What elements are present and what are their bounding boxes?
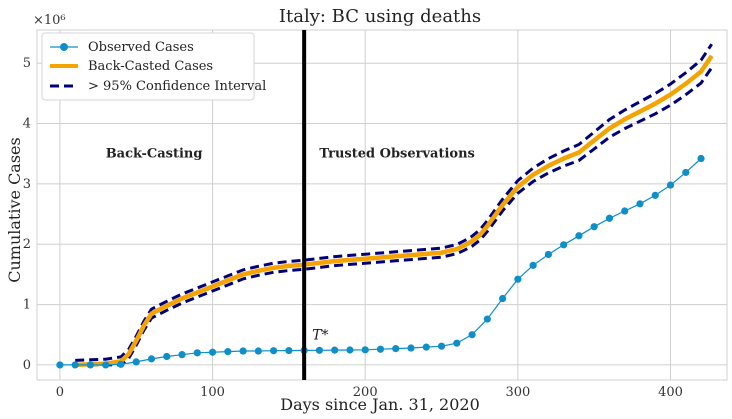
observed-point xyxy=(71,361,79,369)
observed-point xyxy=(208,348,217,356)
tick-layer: 0 100 200 300 400 0 1 2 3 4 5 xyxy=(23,56,683,400)
observed-point xyxy=(270,347,278,355)
observed-point xyxy=(132,358,140,366)
y-tick-label: 3 xyxy=(23,177,31,192)
tstar-label: T* xyxy=(312,328,328,344)
observed-point xyxy=(453,339,461,347)
y-axis-title: Cumulative Cases xyxy=(5,137,24,283)
observed-point xyxy=(560,241,568,249)
y-tick-label: 0 xyxy=(23,358,31,373)
x-tick-label: 100 xyxy=(200,385,225,400)
y-tick-label: 1 xyxy=(23,298,31,313)
x-tick-label: 300 xyxy=(505,385,530,400)
y-multiplier-label: ×10⁶ xyxy=(33,13,66,28)
legend-box xyxy=(41,32,255,101)
observed-point xyxy=(544,250,552,259)
y-tick-label: 5 xyxy=(23,56,31,71)
observed-point xyxy=(437,342,446,350)
backcasted-layer xyxy=(75,54,714,368)
observed-point xyxy=(605,214,614,222)
observed-point xyxy=(117,360,125,368)
observed-point xyxy=(575,232,583,240)
observed-point xyxy=(498,294,507,303)
observed-point xyxy=(86,361,95,369)
confidence-interval-layer xyxy=(75,43,713,367)
observed-point xyxy=(697,154,705,163)
observed-point xyxy=(239,347,247,355)
observed-point xyxy=(178,351,186,359)
observed-point xyxy=(483,315,491,323)
observed-point xyxy=(666,181,675,189)
legend-ci-label: > 95% Confidence Interval xyxy=(88,79,266,94)
observed-point xyxy=(529,261,537,269)
observed-point xyxy=(193,349,201,357)
observed-point xyxy=(407,344,415,352)
observed-point xyxy=(682,168,690,177)
observed-point xyxy=(254,347,262,355)
observed-point xyxy=(468,331,476,339)
observed-point xyxy=(224,348,232,356)
y-tick-label: 2 xyxy=(23,237,31,252)
observed-point xyxy=(590,223,598,231)
observed-point xyxy=(636,200,644,208)
plot-frame xyxy=(36,29,728,381)
ci-upper-line xyxy=(75,43,713,362)
ci-lower-line xyxy=(75,66,713,367)
observed-layer xyxy=(56,154,705,369)
tstar-layer: T* xyxy=(302,30,328,380)
observed-point xyxy=(346,346,354,354)
backcasted-line xyxy=(75,54,714,368)
legend-backcasted-label: Back-Casted Cases xyxy=(88,59,213,74)
x-tick-label: 400 xyxy=(658,385,683,400)
observed-point xyxy=(163,352,171,361)
x-axis-title: Days since Jan. 31, 2020 xyxy=(280,395,480,414)
observed-point xyxy=(651,191,659,199)
observed-point xyxy=(361,346,369,354)
observed-point xyxy=(147,355,156,363)
observed-point xyxy=(315,346,324,354)
region-annotation: Back-Casting xyxy=(106,147,203,162)
observed-point xyxy=(56,361,64,369)
y-tick-label: 4 xyxy=(23,117,31,132)
observed-point xyxy=(102,361,110,369)
legend-observed-label: Observed Cases xyxy=(88,40,194,55)
annotation-layer: Back-Casting Trusted Observations xyxy=(106,147,475,162)
observed-point xyxy=(331,346,339,354)
observed-point xyxy=(621,207,629,215)
observed-point xyxy=(422,343,430,351)
region-annotation: Trusted Observations xyxy=(319,147,474,162)
observed-point xyxy=(376,345,385,353)
legend: Observed Cases Back-Casted Cases > 95% C… xyxy=(41,32,266,101)
observed-point xyxy=(392,345,400,353)
chart-title: Italy: BC using deaths xyxy=(279,6,481,27)
x-tick-label: 0 xyxy=(56,385,64,400)
observed-point xyxy=(514,275,522,283)
observed-point xyxy=(285,346,293,355)
legend-observed-marker xyxy=(60,43,68,51)
x-tick-label: 200 xyxy=(353,385,378,400)
